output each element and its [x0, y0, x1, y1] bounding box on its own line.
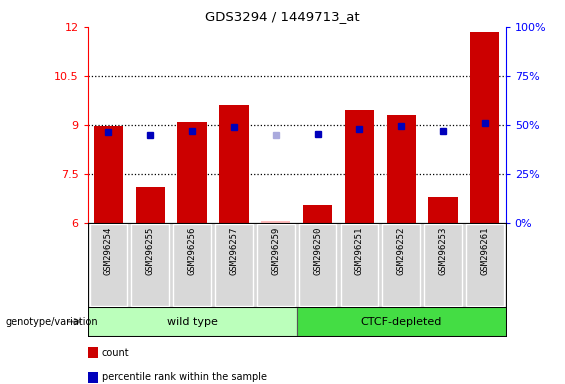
Text: GSM296253: GSM296253 — [438, 227, 447, 275]
Bar — [177, 121, 207, 223]
Bar — [297, 307, 506, 336]
FancyBboxPatch shape — [173, 224, 211, 306]
Text: GSM296261: GSM296261 — [480, 227, 489, 275]
Bar — [470, 32, 499, 223]
Text: GSM296255: GSM296255 — [146, 227, 155, 275]
Text: GSM296256: GSM296256 — [188, 227, 197, 275]
FancyBboxPatch shape — [383, 224, 420, 306]
Text: CTCF-depleted: CTCF-depleted — [360, 316, 442, 327]
FancyBboxPatch shape — [341, 224, 378, 306]
Text: percentile rank within the sample: percentile rank within the sample — [102, 372, 267, 382]
Bar — [136, 187, 165, 223]
Text: GSM296254: GSM296254 — [104, 227, 113, 275]
FancyBboxPatch shape — [257, 224, 294, 306]
Bar — [88, 307, 297, 336]
Text: GSM296250: GSM296250 — [313, 227, 322, 275]
Text: wild type: wild type — [167, 316, 218, 327]
FancyBboxPatch shape — [466, 224, 503, 306]
Bar — [303, 205, 332, 223]
Bar — [88, 347, 98, 358]
Bar — [88, 372, 98, 383]
Bar — [386, 115, 416, 223]
FancyBboxPatch shape — [132, 224, 169, 306]
Text: count: count — [102, 348, 129, 358]
Bar — [261, 221, 290, 223]
Bar — [219, 105, 249, 223]
Text: GSM296257: GSM296257 — [229, 227, 238, 275]
FancyBboxPatch shape — [90, 224, 127, 306]
FancyBboxPatch shape — [299, 224, 336, 306]
Text: GSM296259: GSM296259 — [271, 227, 280, 275]
Text: GDS3294 / 1449713_at: GDS3294 / 1449713_at — [205, 10, 360, 23]
Bar — [94, 126, 123, 223]
Bar — [428, 197, 458, 223]
Text: GSM296252: GSM296252 — [397, 227, 406, 275]
Text: genotype/variation: genotype/variation — [6, 316, 98, 327]
FancyBboxPatch shape — [215, 224, 253, 306]
Bar — [345, 110, 374, 223]
FancyBboxPatch shape — [424, 224, 462, 306]
Text: GSM296251: GSM296251 — [355, 227, 364, 275]
